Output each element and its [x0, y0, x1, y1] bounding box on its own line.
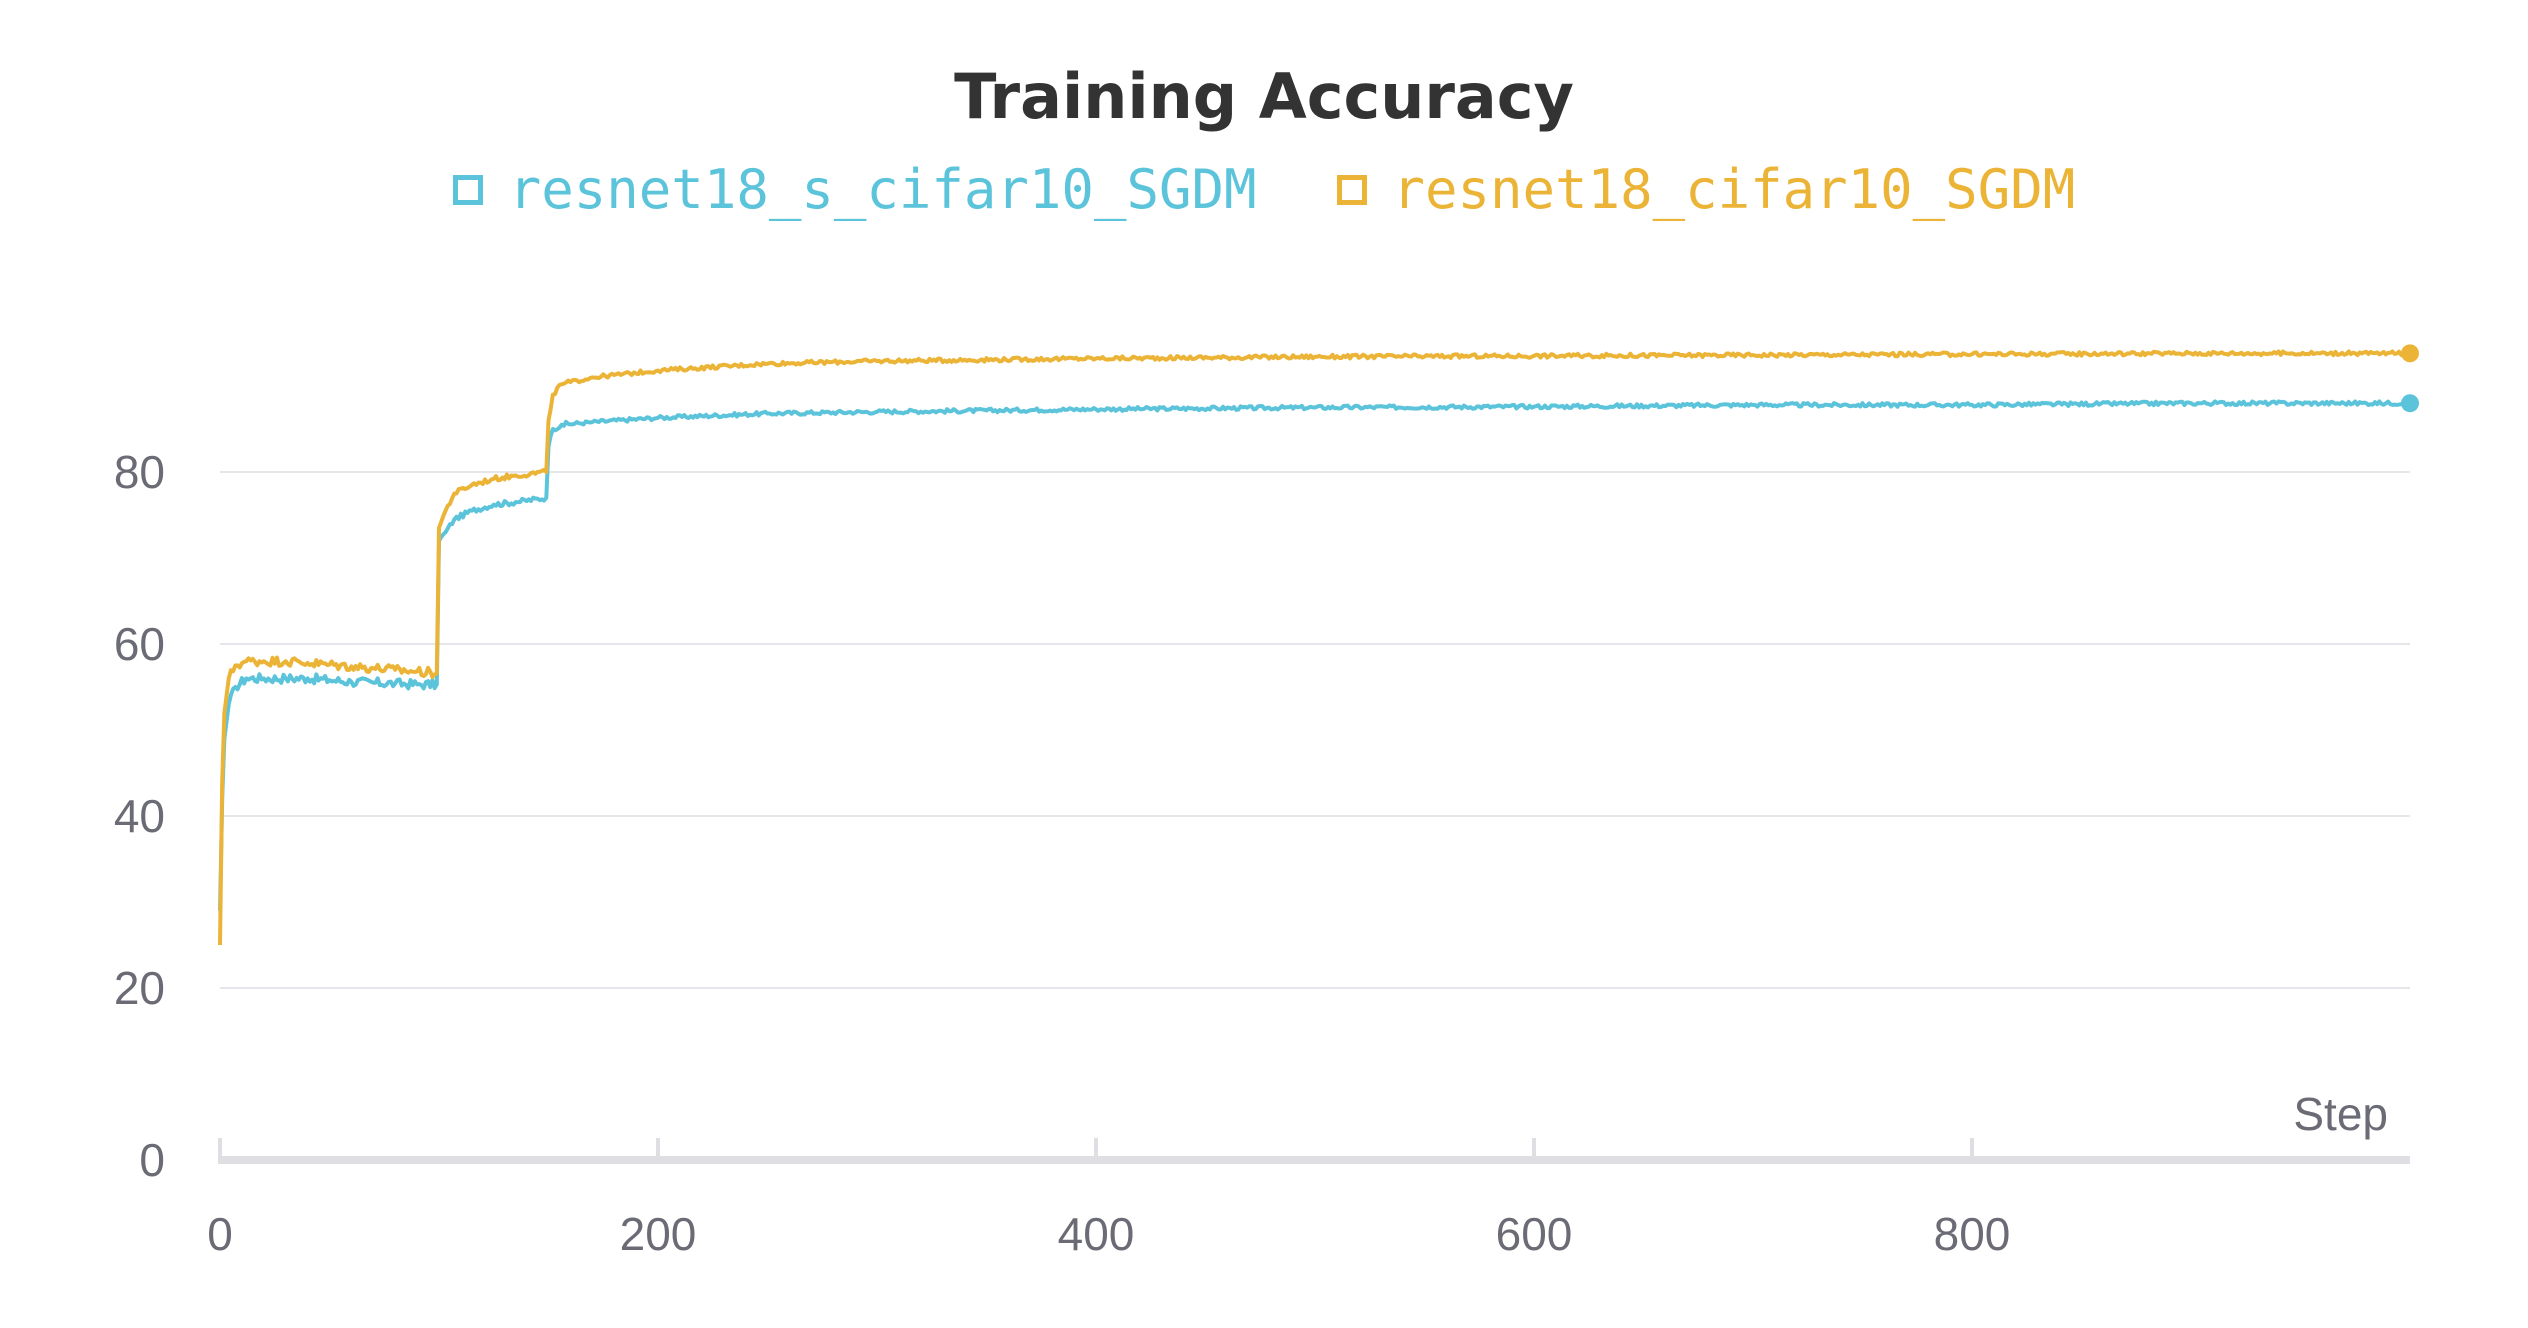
series-line-1[interactable] — [218, 349, 2411, 946]
x-tick-label-600: 600 — [1496, 1208, 1573, 1260]
legend-item-series-0[interactable]: resnet18_s_cifar10_SGDM — [452, 158, 1257, 221]
y-tick-label-40: 40 — [114, 790, 165, 842]
chart-title: Training Accuracy — [954, 60, 1574, 133]
series-line-0[interactable] — [218, 399, 2411, 911]
x-tick-label-800: 800 — [1934, 1208, 2011, 1260]
x-tick-label-200: 200 — [620, 1208, 697, 1260]
y-tick-label-80: 80 — [114, 446, 165, 498]
y-tick-label-60: 60 — [114, 618, 165, 670]
legend: resnet18_s_cifar10_SGDM resnet18_cifar10… — [0, 158, 2528, 221]
grid-layer — [220, 471, 2410, 989]
legend-swatch-series-0 — [452, 174, 483, 205]
legend-item-series-1[interactable]: resnet18_cifar10_SGDM — [1336, 158, 2076, 221]
legend-swatch-series-1 — [1336, 174, 1367, 205]
series-endpoint-0[interactable] — [2401, 394, 2419, 413]
legend-label-series-1: resnet18_cifar10_SGDM — [1392, 158, 2076, 221]
y-tick-label-20: 20 — [114, 962, 165, 1014]
x-axis-label: Step — [2293, 1088, 2388, 1140]
legend-label-series-0: resnet18_s_cifar10_SGDM — [508, 158, 1257, 221]
x-tick-label-400: 400 — [1058, 1208, 1135, 1260]
x-tick-label-0: 0 — [207, 1208, 233, 1260]
series-layer — [218, 344, 2419, 946]
y-tick-label-0: 0 — [139, 1134, 165, 1186]
series-endpoint-1[interactable] — [2401, 344, 2419, 363]
